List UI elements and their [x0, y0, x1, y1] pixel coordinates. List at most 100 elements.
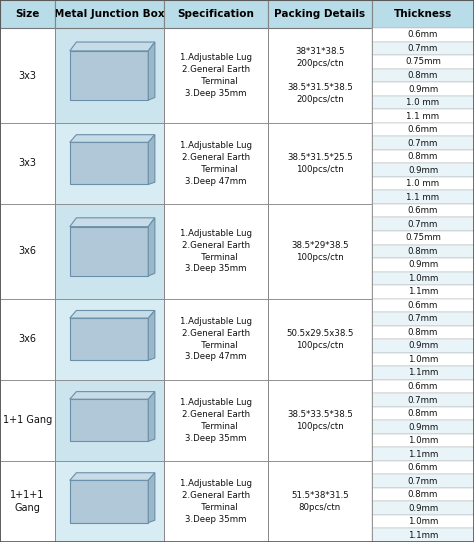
Text: 1.1mm: 1.1mm: [408, 369, 438, 377]
Text: 0.75mm: 0.75mm: [405, 57, 441, 67]
Bar: [70, 51, 148, 100]
Text: 51.5*38*31.5
80pcs/ctn: 51.5*38*31.5 80pcs/ctn: [291, 491, 349, 512]
Text: 38.5*33.5*38.5
100pcs/ctn: 38.5*33.5*38.5 100pcs/ctn: [287, 410, 353, 431]
Bar: [372, 380, 474, 393]
Text: 1+1 Gang: 1+1 Gang: [3, 415, 52, 425]
Bar: [372, 353, 474, 366]
Bar: [372, 312, 474, 326]
Bar: [372, 69, 474, 82]
Bar: [0, 0, 55, 28]
Bar: [372, 96, 474, 109]
Polygon shape: [148, 42, 155, 100]
Bar: [268, 380, 372, 461]
Text: Specification: Specification: [177, 9, 254, 19]
Bar: [372, 420, 474, 434]
Text: 50.5x29.5x38.5
100pcs/ctn: 50.5x29.5x38.5 100pcs/ctn: [286, 329, 354, 350]
Text: 1.Adjustable Lug
2.General Earth
   Terminal
3.Deep 35mm: 1.Adjustable Lug 2.General Earth Termina…: [180, 479, 252, 524]
Bar: [372, 326, 474, 339]
Text: Packing Details: Packing Details: [274, 9, 365, 19]
Text: 0.8mm: 0.8mm: [408, 71, 438, 80]
Bar: [372, 231, 474, 244]
Bar: [372, 285, 474, 299]
Text: 0.8mm: 0.8mm: [408, 247, 438, 256]
Bar: [70, 318, 148, 360]
Bar: [372, 501, 474, 515]
Text: 0.9mm: 0.9mm: [408, 504, 438, 513]
Bar: [268, 0, 372, 28]
Text: 0.9mm: 0.9mm: [408, 341, 438, 351]
Text: 1.1 mm: 1.1 mm: [407, 112, 439, 120]
Bar: [55, 123, 164, 204]
Bar: [164, 299, 268, 380]
Text: 1.Adjustable Lug
2.General Earth
   Terminal
3.Deep 35mm: 1.Adjustable Lug 2.General Earth Termina…: [180, 398, 252, 442]
Bar: [372, 244, 474, 258]
Text: 1.Adjustable Lug
2.General Earth
   Terminal
3.Deep 35mm: 1.Adjustable Lug 2.General Earth Termina…: [180, 53, 252, 98]
Text: 1.0mm: 1.0mm: [408, 517, 438, 526]
Text: 0.6mm: 0.6mm: [408, 206, 438, 215]
Polygon shape: [148, 473, 155, 522]
Text: 1.1mm: 1.1mm: [408, 531, 438, 540]
Text: 1.0mm: 1.0mm: [408, 274, 438, 283]
Polygon shape: [148, 135, 155, 184]
Text: 0.6mm: 0.6mm: [408, 301, 438, 310]
Bar: [0, 204, 55, 299]
Bar: [55, 380, 164, 461]
Bar: [372, 55, 474, 69]
Text: 1.1 mm: 1.1 mm: [407, 193, 439, 202]
Text: 0.8mm: 0.8mm: [408, 152, 438, 161]
Text: Metal Junction Box: Metal Junction Box: [54, 9, 164, 19]
Polygon shape: [70, 311, 155, 318]
Bar: [0, 123, 55, 204]
Bar: [372, 461, 474, 474]
Bar: [372, 204, 474, 217]
Bar: [372, 82, 474, 96]
Bar: [372, 137, 474, 150]
Polygon shape: [70, 392, 155, 399]
Bar: [0, 461, 55, 542]
Bar: [372, 339, 474, 353]
Bar: [372, 474, 474, 488]
Text: 1.Adjustable Lug
2.General Earth
   Terminal
3.Deep 35mm: 1.Adjustable Lug 2.General Earth Termina…: [180, 229, 252, 274]
Polygon shape: [70, 218, 155, 227]
Text: 38.5*31.5*25.5
100pcs/ctn: 38.5*31.5*25.5 100pcs/ctn: [287, 153, 353, 174]
Bar: [372, 177, 474, 190]
Bar: [55, 204, 164, 299]
Text: 1.1mm: 1.1mm: [408, 450, 438, 459]
Text: 38*31*38.5
200pcs/ctn

38.5*31.5*38.5
200pcs/ctn: 38*31*38.5 200pcs/ctn 38.5*31.5*38.5 200…: [287, 47, 353, 104]
Bar: [372, 528, 474, 542]
Text: 1.1mm: 1.1mm: [408, 287, 438, 296]
Bar: [372, 109, 474, 123]
Bar: [268, 123, 372, 204]
Text: 0.9mm: 0.9mm: [408, 85, 438, 94]
Text: 0.9mm: 0.9mm: [408, 423, 438, 431]
Text: 0.7mm: 0.7mm: [408, 44, 438, 53]
Bar: [70, 227, 148, 276]
Bar: [372, 447, 474, 461]
Text: 0.8mm: 0.8mm: [408, 328, 438, 337]
Bar: [372, 217, 474, 231]
Text: 3x6: 3x6: [18, 246, 36, 256]
Bar: [372, 163, 474, 177]
Bar: [372, 407, 474, 420]
Text: 3x3: 3x3: [18, 70, 36, 81]
Bar: [70, 143, 148, 184]
Bar: [55, 28, 164, 123]
Bar: [0, 28, 55, 123]
Bar: [70, 480, 148, 522]
Bar: [164, 204, 268, 299]
Bar: [164, 380, 268, 461]
Bar: [268, 204, 372, 299]
Polygon shape: [148, 311, 155, 360]
Text: 0.75mm: 0.75mm: [405, 233, 441, 242]
Bar: [268, 28, 372, 123]
Polygon shape: [148, 218, 155, 276]
Bar: [372, 434, 474, 447]
Polygon shape: [148, 392, 155, 441]
Text: 0.6mm: 0.6mm: [408, 382, 438, 391]
Text: 1+1+1
Gang: 1+1+1 Gang: [10, 490, 45, 513]
Text: 1.0mm: 1.0mm: [408, 436, 438, 445]
Text: 3x6: 3x6: [18, 334, 36, 344]
Text: 0.6mm: 0.6mm: [408, 125, 438, 134]
Bar: [372, 366, 474, 380]
Bar: [372, 515, 474, 528]
